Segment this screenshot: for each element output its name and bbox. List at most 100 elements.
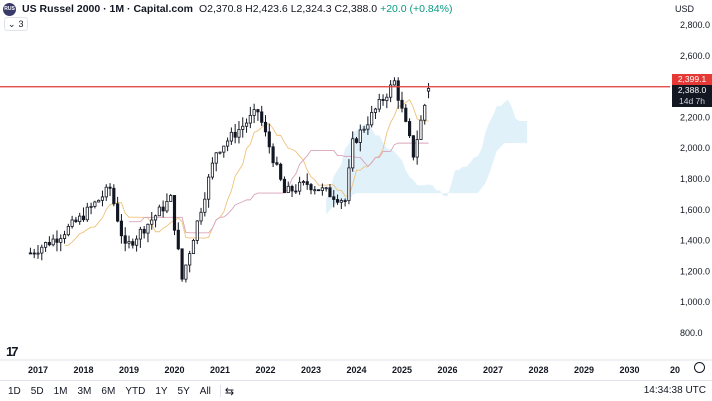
price-chart[interactable]: 2,800.02,600.02,400.02,200.02,000.01,800… bbox=[0, 0, 712, 380]
range-button-ytd[interactable]: YTD bbox=[125, 385, 146, 397]
time-tick-label: 2030 bbox=[619, 365, 639, 375]
candle-body bbox=[244, 122, 249, 127]
candle-body bbox=[313, 189, 317, 192]
candle-body bbox=[36, 252, 40, 255]
candle-body bbox=[241, 125, 245, 130]
alert-price-tag: 2,399.1 bbox=[672, 74, 712, 85]
candle-body bbox=[279, 163, 283, 180]
candle-body bbox=[332, 196, 336, 200]
range-button-6m[interactable]: 6M bbox=[101, 385, 116, 397]
candle-body bbox=[32, 252, 36, 255]
range-button-3m[interactable]: 3M bbox=[77, 385, 92, 397]
candle-body bbox=[97, 199, 101, 203]
open-value: 2,370.8 bbox=[207, 3, 243, 15]
candle-body bbox=[165, 200, 169, 212]
range-button-5y[interactable]: 5Y bbox=[177, 385, 190, 397]
candle-body bbox=[354, 138, 359, 143]
candle-body bbox=[404, 107, 408, 122]
candle-body bbox=[47, 242, 51, 246]
high-label: H bbox=[245, 3, 253, 15]
range-button-1d[interactable]: 1D bbox=[8, 385, 21, 397]
candle-body bbox=[135, 238, 139, 246]
candle-body bbox=[324, 187, 328, 190]
candle-body bbox=[362, 128, 366, 131]
price-tick-label: 1,200.0 bbox=[680, 266, 710, 276]
symbol-title[interactable]: US Russel 2000 · 1M · Capital.com bbox=[22, 3, 193, 15]
price-tick-label: 2,800.0 bbox=[680, 20, 710, 30]
candle-body bbox=[370, 112, 374, 126]
candle-body bbox=[396, 80, 400, 101]
candle-body bbox=[408, 121, 412, 137]
currency-label[interactable]: USD bbox=[674, 4, 694, 14]
calendar-range-icon[interactable]: ⇆ bbox=[224, 385, 235, 398]
price-axis[interactable]: 2,800.02,600.02,400.02,200.02,000.01,800… bbox=[680, 20, 710, 338]
candle-body bbox=[237, 129, 241, 138]
candle-body bbox=[385, 96, 389, 101]
range-button-all[interactable]: All bbox=[199, 385, 211, 397]
high-value: 2,423.6 bbox=[252, 3, 288, 15]
candle-body bbox=[301, 181, 305, 184]
candle-body bbox=[153, 215, 158, 221]
close-label: C bbox=[334, 3, 343, 15]
candle-body bbox=[70, 219, 74, 227]
clock[interactable]: 14:34:38 UTC bbox=[643, 385, 706, 396]
axis-settings-icon[interactable] bbox=[694, 362, 705, 373]
time-tick-label: 2019 bbox=[119, 365, 139, 375]
range-button-5d[interactable]: 5D bbox=[30, 385, 44, 397]
ichimoku-lines bbox=[64, 99, 429, 246]
candle-body bbox=[222, 145, 226, 153]
candle-body bbox=[195, 220, 199, 241]
candle-body bbox=[157, 206, 161, 217]
candle-body bbox=[74, 219, 78, 223]
range-buttons: 1D 5D 1M 3M 6M YTD 1Y 5Y All bbox=[0, 386, 216, 397]
candle-body bbox=[59, 238, 63, 243]
candle-body bbox=[347, 167, 351, 202]
candle-body bbox=[423, 104, 427, 121]
range-button-1y[interactable]: 1Y bbox=[155, 385, 168, 397]
time-tick-label: 2027 bbox=[483, 365, 503, 375]
candle-body bbox=[150, 219, 154, 225]
symbol-logo: RUS bbox=[3, 2, 16, 16]
candle-body bbox=[309, 184, 313, 191]
time-tick-label: 20 bbox=[670, 365, 680, 375]
candle-body bbox=[282, 178, 287, 193]
candle-body bbox=[335, 199, 340, 203]
change-value: +20.0 (+0.84%) bbox=[380, 3, 453, 15]
price-tick-label: 1,000.0 bbox=[680, 297, 710, 307]
candle-body bbox=[100, 196, 105, 201]
candle-body bbox=[298, 181, 302, 192]
time-tick-label: 2022 bbox=[255, 365, 275, 375]
candle-body bbox=[328, 187, 332, 198]
tradingview-logo-icon[interactable]: 17 bbox=[6, 344, 19, 359]
candle-body bbox=[51, 238, 55, 246]
candle-body bbox=[343, 200, 347, 202]
chart-legend: RUS US Russel 2000 · 1M · Capital.com O2… bbox=[0, 0, 452, 18]
candle-body bbox=[267, 131, 271, 148]
candle-body bbox=[411, 135, 415, 158]
ichimoku-cloud bbox=[326, 99, 528, 215]
indicators-toggle[interactable]: ⌄ 3 bbox=[4, 17, 28, 31]
indicators-count: 3 bbox=[18, 19, 24, 29]
price-tick-label: 1,400.0 bbox=[680, 236, 710, 246]
candle-body bbox=[426, 88, 431, 92]
candle-body bbox=[161, 206, 165, 212]
candle-body bbox=[248, 115, 252, 124]
candle-body bbox=[184, 264, 188, 280]
candle-body bbox=[263, 121, 268, 133]
candle-body bbox=[392, 80, 396, 86]
candles bbox=[28, 77, 431, 283]
low-label: L bbox=[290, 3, 297, 15]
candle-body bbox=[256, 109, 260, 113]
time-axis[interactable]: 2017 2018 2019 2020 2021 2022 2023 2024 2025 2026… bbox=[28, 365, 680, 375]
candle-body bbox=[207, 176, 211, 200]
candle-body bbox=[381, 99, 385, 101]
candle-body bbox=[176, 229, 180, 250]
candle-body bbox=[339, 200, 343, 203]
candle-body bbox=[62, 234, 67, 239]
candle-body bbox=[81, 215, 86, 221]
candle-body bbox=[415, 139, 419, 158]
time-tick-label: 2017 bbox=[28, 365, 48, 375]
candle-body bbox=[317, 189, 321, 192]
ohlc-values: O2,370.8 H2,423.6 L2,324.3 C2,388.0 +20.… bbox=[199, 3, 452, 15]
range-button-1m[interactable]: 1M bbox=[53, 385, 68, 397]
